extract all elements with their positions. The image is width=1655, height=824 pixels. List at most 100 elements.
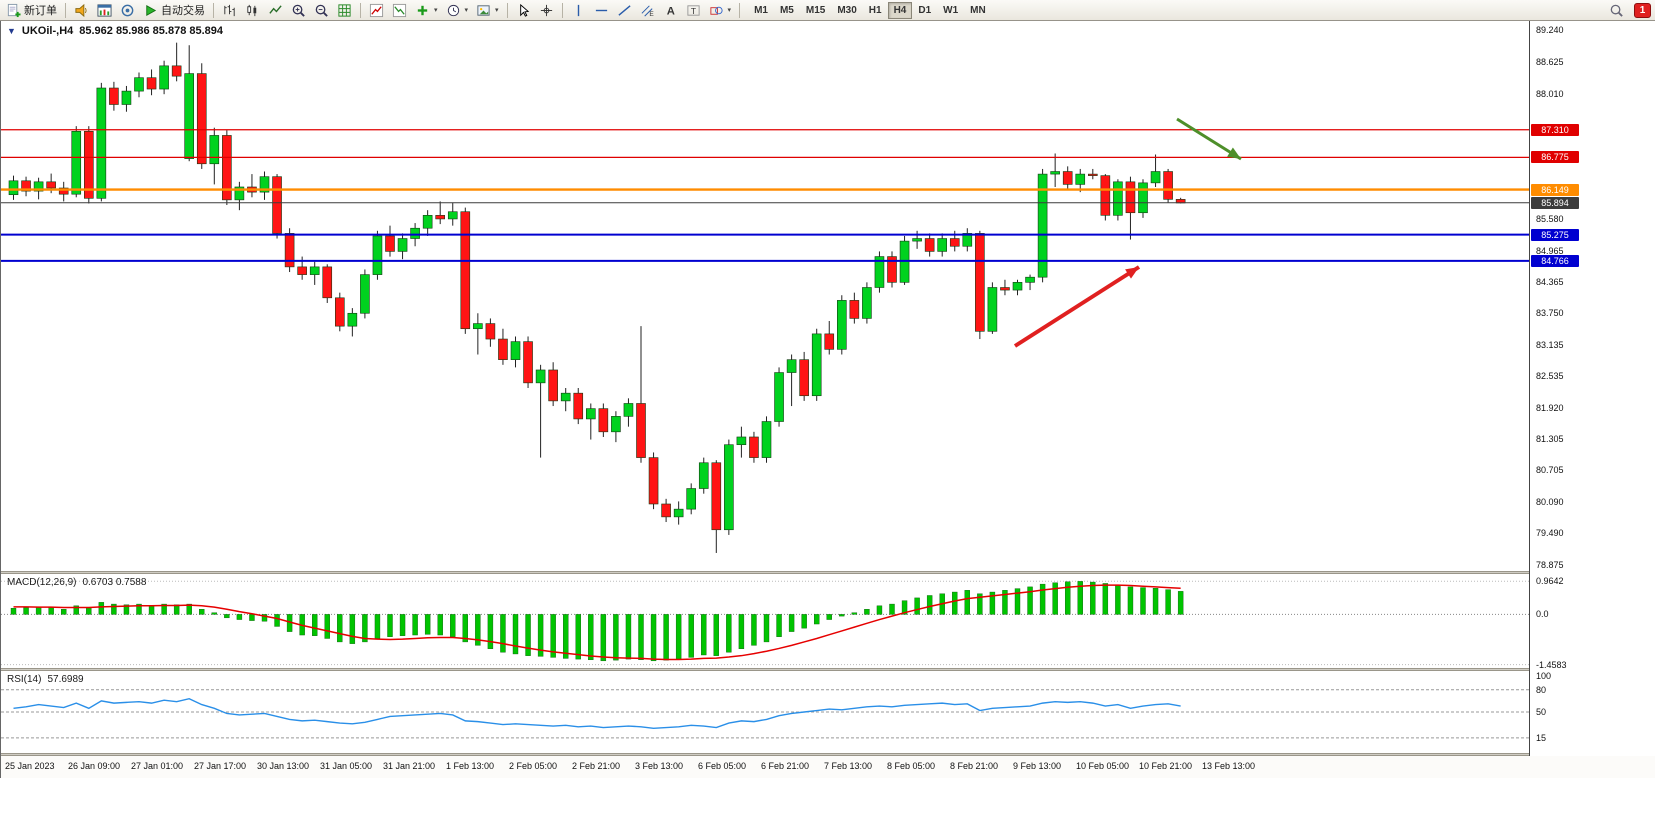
auto-trading-icon [146,4,157,16]
bottom-filler [0,778,1655,824]
macd-values: 0.6703 0.7588 [82,577,147,588]
dropdown-caret[interactable]: ▾ [434,7,438,14]
horizontal-line-button[interactable] [590,1,613,20]
bar-chart-button[interactable] [218,1,241,20]
template-button[interactable]: ▾ [472,1,503,20]
time-tick-label: 25 Jan 2023 [5,761,55,771]
axis-tick-label: 88.625 [1536,56,1564,67]
axis-tick-label: 79.490 [1536,527,1564,538]
pane-divider[interactable] [1,753,1655,756]
svg-text:A: A [666,5,674,17]
notification-badge[interactable]: 1 [1634,3,1651,18]
macd-histogram-group [10,581,1184,662]
text-label-button[interactable]: T [682,1,705,20]
time-tick-label: 30 Jan 13:00 [257,761,310,771]
timeframe-w1[interactable]: W1 [937,2,964,19]
indicator-window-button[interactable] [388,1,411,20]
indicator-up-icon [369,3,384,17]
price-axis[interactable]: 89.240 88.625 88.010 85.580 84.965 84.365 83.7… [1529,21,1655,778]
line-chart-button[interactable] [264,1,287,20]
line-chart-icon [269,4,282,14]
crosshair-button[interactable] [535,1,558,20]
new-order-label: 新订单 [24,5,57,17]
time-tick-label: 10 Feb 21:00 [1139,761,1193,771]
equidistant-channel-button[interactable]: E [636,1,659,20]
timeframe-m5[interactable]: M5 [774,2,800,19]
zoom-in-button[interactable] [287,1,310,20]
time-tick-label: 3 Feb 13:00 [635,761,684,771]
rsi-pane[interactable] [1,671,1529,753]
zoom-out-icon [315,4,328,17]
candlestick-chart-button[interactable] [241,1,264,20]
vertical-line-icon [577,4,579,16]
ohlc-values: 85.962 85.986 85.878 85.894 [79,25,224,37]
axis-tick-label: 84.965 [1536,245,1564,256]
indicator-list-button[interactable] [365,1,388,20]
auto-trading-button[interactable]: 自动交易 [139,1,209,20]
timeframe-m15[interactable]: M15 [800,2,831,19]
time-tick-label: 27 Jan 17:00 [194,761,247,771]
time-tick-label: 8 Feb 21:00 [950,761,999,771]
timeframe-m30[interactable]: M30 [831,2,862,19]
search-button[interactable] [1605,1,1628,20]
time-tick-label: 2 Feb 05:00 [509,761,558,771]
shapes-button[interactable]: ▾ [705,1,736,20]
dropdown-caret[interactable]: ▾ [495,7,499,14]
bar-chart-icon [224,4,235,16]
horizontal-line-icon [595,9,607,11]
time-tick-label: 6 Feb 05:00 [698,761,747,771]
time-tick-label: 7 Feb 13:00 [824,761,873,771]
chart-window-button[interactable] [93,1,116,20]
macd-signal-line [13,584,1181,661]
rsi-name: RSI(14) [7,674,42,685]
zoom-out-button[interactable] [310,1,333,20]
toolbar-separator [213,2,214,18]
time-axis[interactable]: 25 Jan 2023 26 Jan 09:00 27 Jan 01:00 27 Ja… [1,756,1655,778]
axis-tick-label: 80.705 [1536,465,1564,476]
time-tick-label: 31 Jan 05:00 [320,761,373,771]
dropdown-caret[interactable]: ▾ [727,7,732,14]
toolbar-separator [506,2,508,18]
timeframe-d1[interactable]: D1 [912,2,937,19]
axis-tick-label: 78.875 [1536,559,1564,570]
clock-icon [447,4,459,16]
pane-divider[interactable] [1,571,1655,574]
main-price-chart[interactable] [1,21,1529,571]
time-tick-label: 26 Jan 09:00 [68,761,121,771]
toolbar-separator [65,2,66,18]
dropdown-caret[interactable]: ▾ [464,7,469,14]
timeframe-h1[interactable]: H1 [863,2,888,19]
new-order-button[interactable]: 新订单 [2,1,61,20]
axis-tick-label: 83.135 [1536,339,1564,350]
profiles-button[interactable] [116,1,139,20]
timeframe-h4[interactable]: H4 [887,1,913,19]
arrows-group[interactable] [1013,117,1242,348]
axis-tick-label: 80 [1536,684,1547,695]
timeframe-mn[interactable]: MN [964,2,992,19]
pane-divider[interactable] [1,668,1655,671]
horizontal-lines-group[interactable] [1,129,1529,262]
auto-trading-label: 自动交易 [161,5,205,17]
cursor-button[interactable] [512,1,535,20]
tile-windows-button[interactable] [333,1,356,20]
axis-tick-label: 81.305 [1536,434,1564,445]
chart-title-caret-icon[interactable]: ▼ [7,26,16,36]
grid-icon [338,3,351,17]
vertical-line-button[interactable] [567,1,590,20]
period-button[interactable]: ▾ [442,1,473,20]
trendline-button[interactable] [613,1,636,20]
new-order-icon [7,3,21,17]
arrow-annotation[interactable] [1013,265,1141,348]
alerts-button[interactable] [70,1,93,20]
timeframe-m1[interactable]: M1 [748,2,774,19]
arrow-head [1227,147,1241,159]
macd-pane[interactable] [1,574,1529,668]
price-level-badge: 85.275 [1531,228,1579,241]
add-indicator-button[interactable]: ▾ [411,1,442,20]
axis-tick-label: 85.580 [1536,213,1564,224]
add-indicator-icon [417,5,428,15]
rsi-line [13,697,1181,729]
text-tool-button[interactable]: A [659,1,682,20]
cursor-icon [519,3,529,17]
